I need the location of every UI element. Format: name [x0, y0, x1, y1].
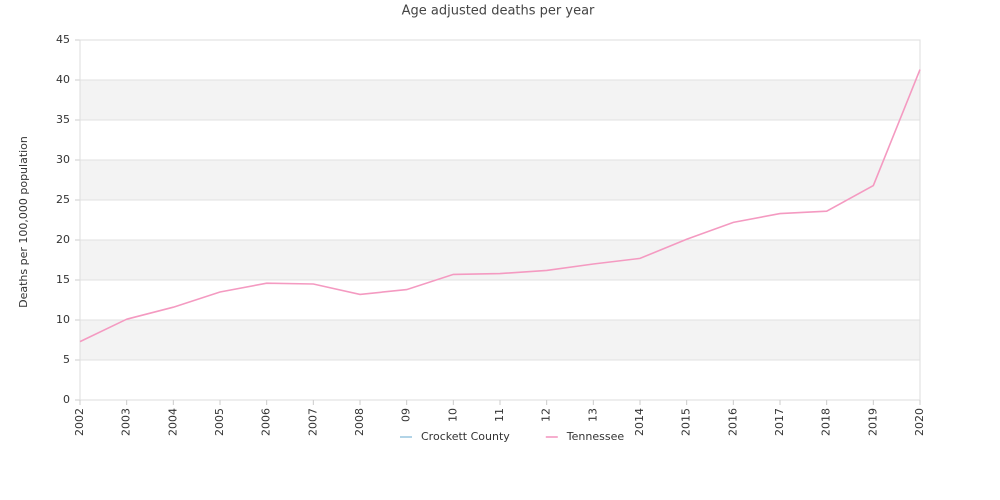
legend-label: Crockett County	[421, 430, 510, 443]
x-tick-label: 2014	[633, 408, 646, 436]
x-tick-label: 2002	[73, 408, 86, 436]
x-tick-label: 11	[493, 408, 506, 422]
y-tick-label: 25	[56, 193, 70, 206]
x-tick-label: 2005	[213, 408, 226, 436]
y-tick-label: 35	[56, 113, 70, 126]
y-tick-label: 30	[56, 153, 70, 166]
x-tick-label: 2015	[680, 408, 693, 436]
x-tick-label: 2006	[260, 408, 273, 436]
y-axis-label: Deaths per 100,000 population	[17, 136, 30, 308]
x-tick-label: 2004	[166, 408, 179, 436]
x-tick-label: 2019	[866, 408, 879, 436]
x-tick-label: 13	[586, 408, 599, 422]
grid-band	[80, 320, 920, 360]
x-tick-label: 2017	[773, 408, 786, 436]
x-tick-label: 2007	[306, 408, 319, 436]
y-tick-label: 15	[56, 273, 70, 286]
grid-band	[80, 160, 920, 200]
x-tick-label: 12	[540, 408, 553, 422]
chart-title: Age adjusted deaths per year	[402, 4, 595, 19]
grid-band	[80, 80, 920, 120]
y-tick-label: 10	[56, 313, 70, 326]
legend-label: Tennessee	[566, 430, 625, 443]
y-tick-label: 45	[56, 33, 70, 46]
y-tick-label: 20	[56, 233, 70, 246]
x-tick-label: 09	[400, 408, 413, 422]
y-tick-label: 5	[63, 353, 70, 366]
x-tick-label: 10	[446, 408, 459, 422]
series-line	[79, 69, 921, 343]
x-tick-label: 2016	[726, 408, 739, 436]
x-tick-label: 2003	[120, 408, 133, 436]
y-tick-label: 40	[56, 73, 70, 86]
y-tick-label: 0	[63, 393, 70, 406]
x-tick-label: 2020	[913, 408, 926, 436]
x-tick-label: 2018	[820, 408, 833, 436]
x-tick-label: 2008	[353, 408, 366, 436]
